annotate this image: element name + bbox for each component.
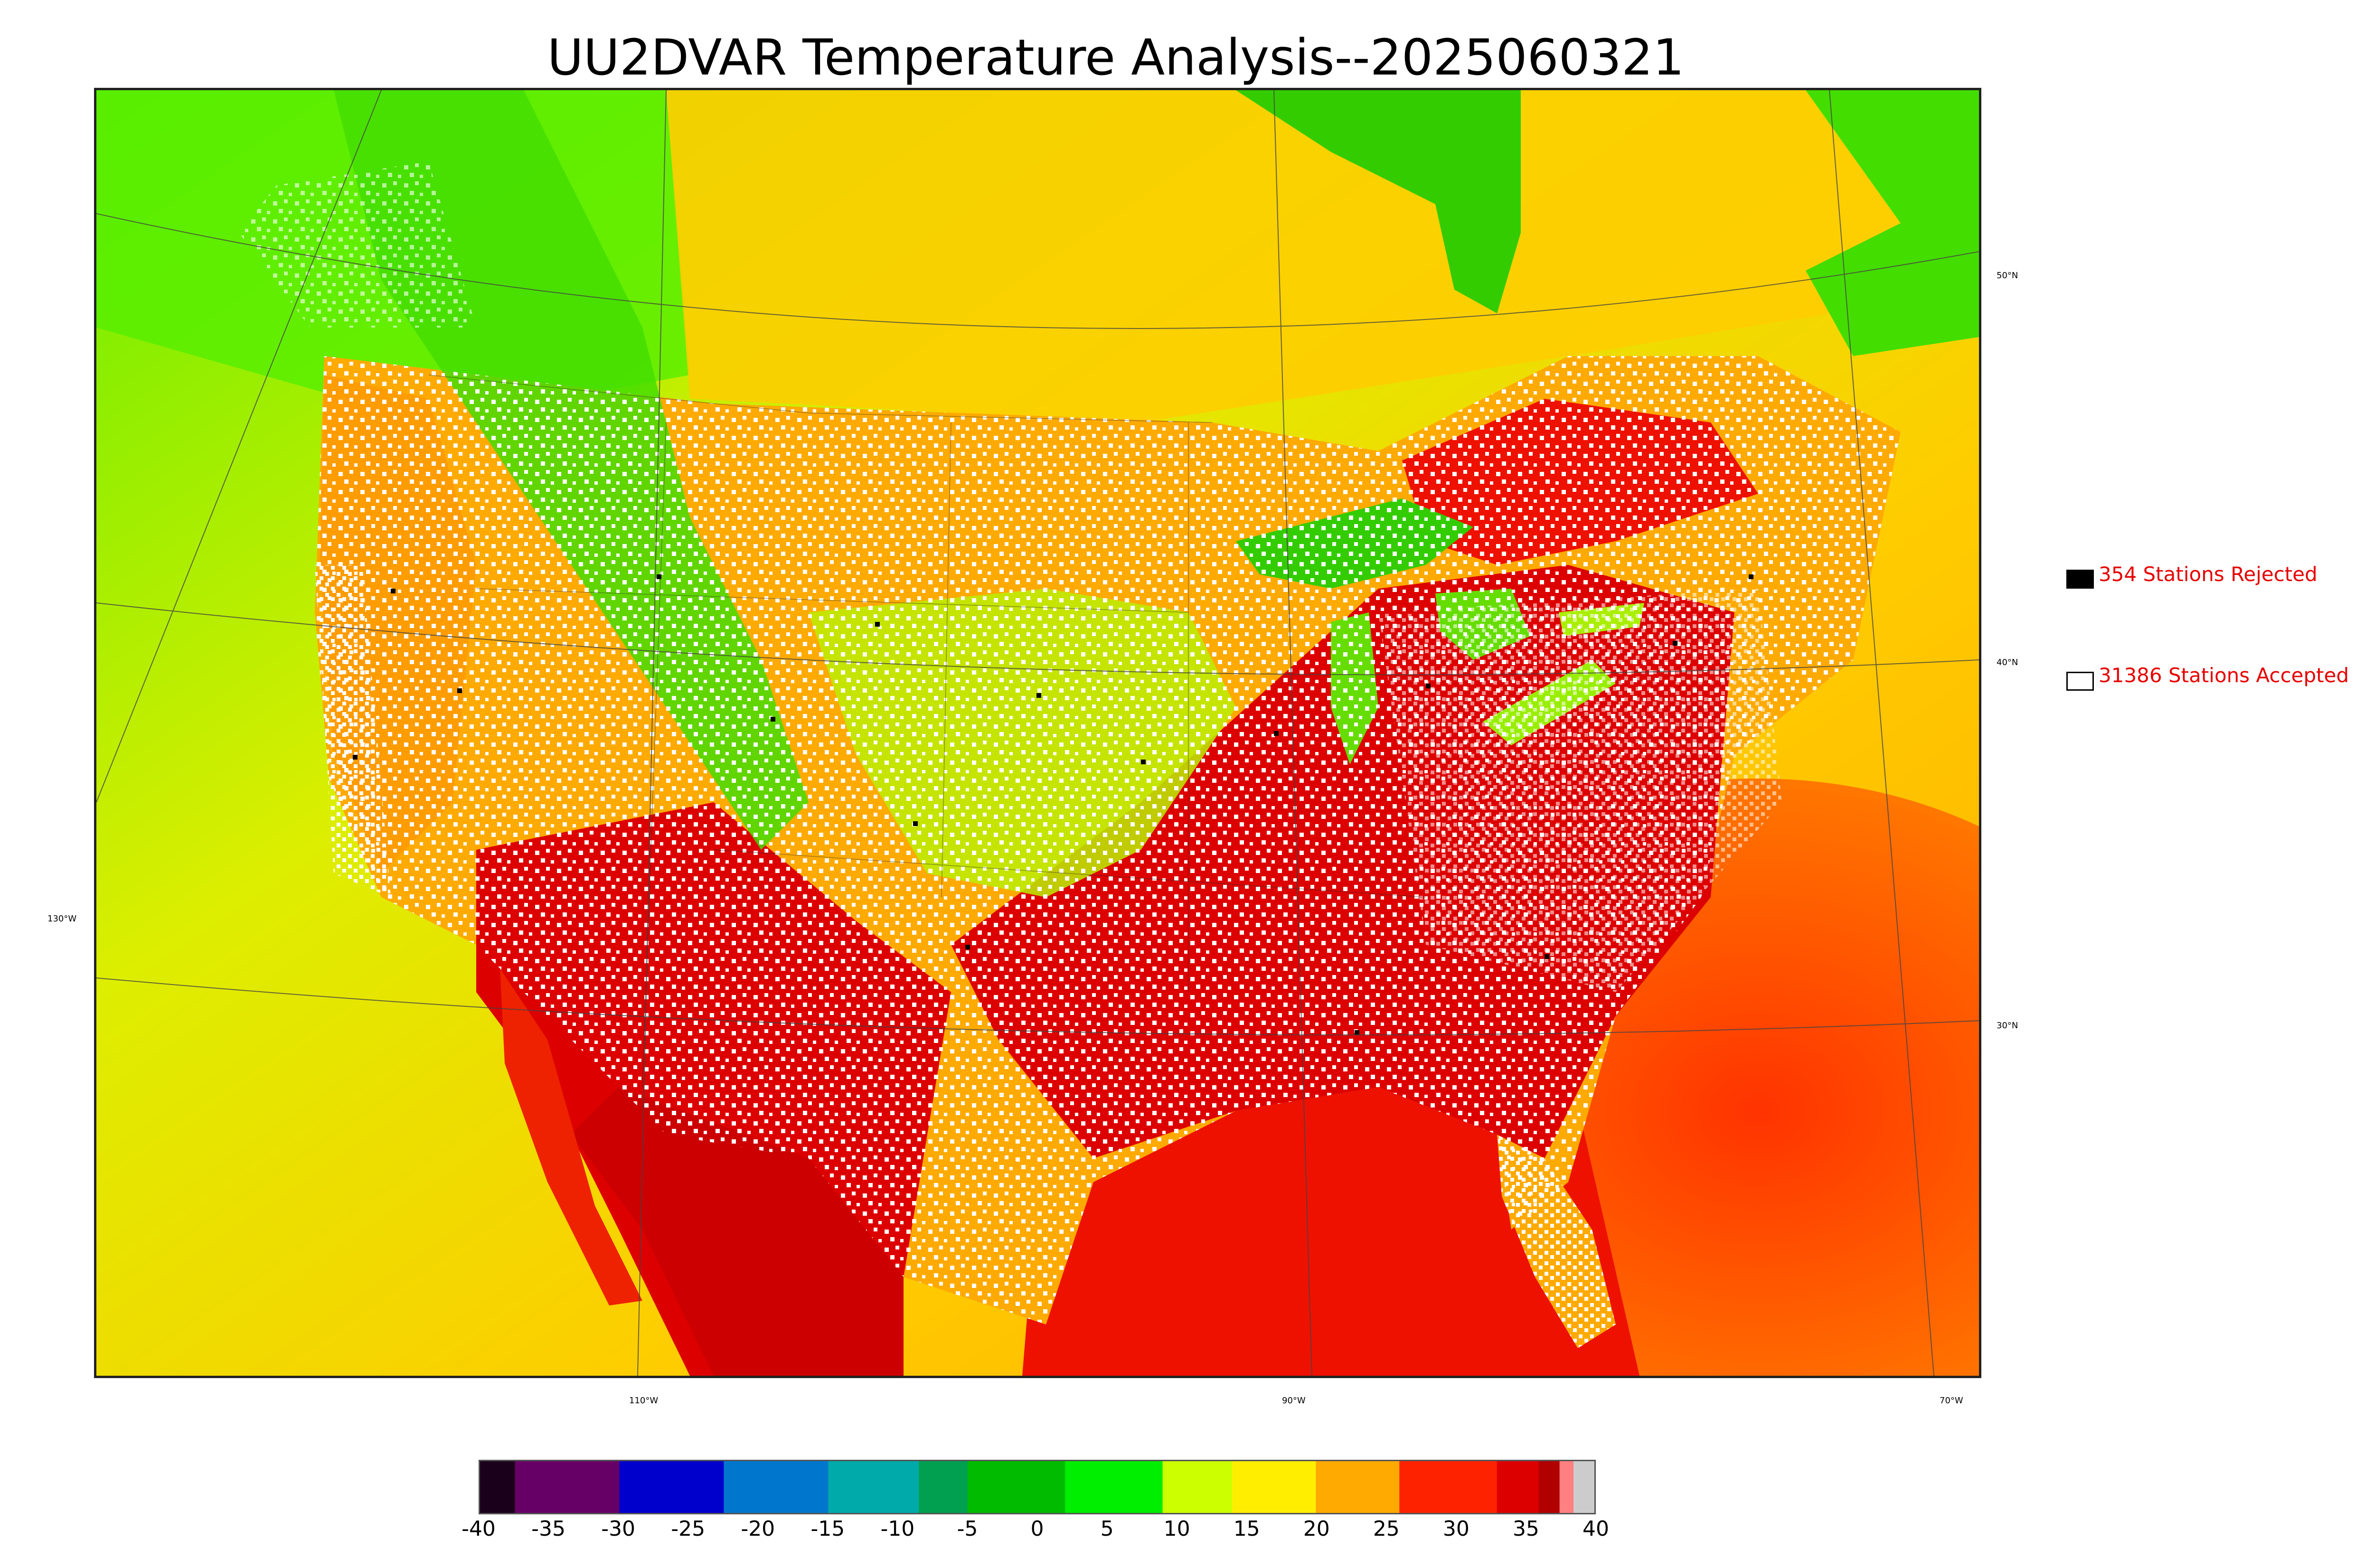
colorbar-tick-label: 20 — [1303, 1517, 1330, 1541]
colorbar-segment — [619, 1461, 724, 1513]
temperature-field — [96, 90, 1979, 1376]
lon-label-130w: 130°W — [47, 914, 77, 924]
lon-label-70w: 70°W — [1940, 1396, 1963, 1406]
colorbar-tick-label: -5 — [957, 1517, 978, 1541]
colorbar-tick-label: 0 — [1030, 1517, 1044, 1541]
colorbar-segment — [1559, 1461, 1574, 1513]
lat-label-50n: 50°N — [1997, 271, 2018, 281]
lon-label-90w: 90°W — [1282, 1396, 1306, 1406]
colorbar-tick-label: -35 — [531, 1517, 565, 1541]
colorbar-segment — [1573, 1461, 1595, 1513]
colorbar-segment — [480, 1461, 515, 1513]
rejected-stations — [353, 574, 1753, 1035]
colorbar-segment — [1162, 1461, 1233, 1513]
accepted-stations — [315, 356, 1901, 1324]
colorbar-segment — [967, 1461, 1065, 1513]
accepted-legend-label: 31386 Stations Accepted — [2099, 664, 2349, 687]
colorbar-tick-label: -10 — [880, 1517, 915, 1541]
colorbar-segment — [1399, 1461, 1498, 1513]
temperature-colorbar — [479, 1460, 1596, 1514]
colorbar-segment — [1538, 1461, 1560, 1513]
colorbar-segment — [515, 1461, 620, 1513]
colorbar-segment — [1316, 1461, 1400, 1513]
colorbar-tick-label: 5 — [1100, 1517, 1114, 1541]
accepted-legend-swatch — [2066, 672, 2094, 691]
lat-label-40n: 40°N — [1997, 657, 2018, 667]
colorbar-segment — [1065, 1461, 1163, 1513]
colorbar-tick-label: 10 — [1163, 1517, 1190, 1541]
colorbar-tick-label: -40 — [462, 1517, 496, 1541]
graticule — [96, 90, 1979, 1376]
colorbar-tick-label: 40 — [1583, 1517, 1609, 1541]
colorbar-segment — [919, 1461, 968, 1513]
colorbar-tick-label: -25 — [671, 1517, 706, 1541]
state-borders — [428, 375, 1426, 1088]
rejected-legend-label: 354 Stations Rejected — [2099, 563, 2317, 586]
colorbar-segment — [828, 1461, 919, 1513]
colorbar-segment — [724, 1461, 829, 1513]
colorbar-tick-label: 25 — [1373, 1517, 1400, 1541]
rejected-legend-swatch — [2066, 570, 2094, 589]
lon-label-110w: 110°W — [629, 1396, 659, 1406]
colorbar-tick-label: 35 — [1512, 1517, 1539, 1541]
lat-label-30n: 30°N — [1997, 1021, 2018, 1031]
colorbar-tick-label: 15 — [1233, 1517, 1260, 1541]
colorbar-tick-label: -30 — [601, 1517, 636, 1541]
colorbar-tick-label: -20 — [741, 1517, 775, 1541]
colorbar-tick-label: 30 — [1442, 1517, 1470, 1541]
map-title: UU2DVAR Temperature Analysis--2025060321 — [547, 28, 1685, 86]
colorbar-tick-label: -15 — [810, 1517, 845, 1541]
colorbar-swatches — [480, 1461, 1595, 1513]
colorbar-segment — [1497, 1461, 1539, 1513]
colorbar-segment — [1232, 1461, 1316, 1513]
temperature-map — [94, 88, 1981, 1378]
